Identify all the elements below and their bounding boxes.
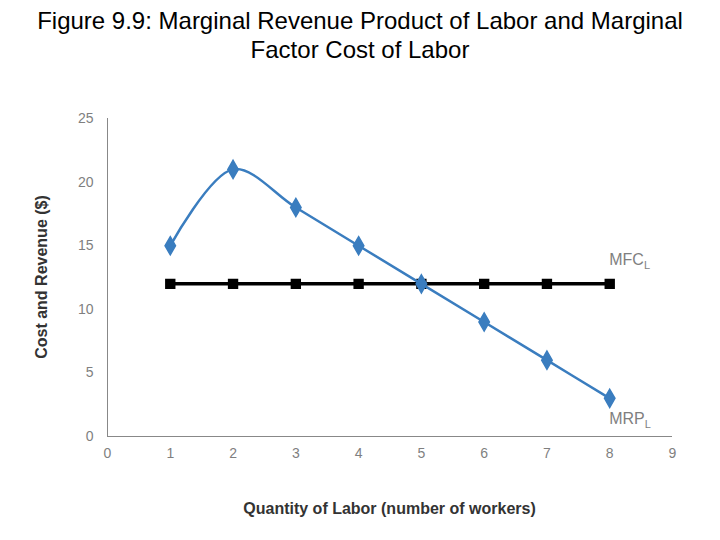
svg-text:5: 5 <box>86 364 94 380</box>
svg-text:Quantity of Labor (number of w: Quantity of Labor (number of workers) <box>243 500 535 517</box>
svg-text:MRPL: MRPL <box>609 410 651 430</box>
html-text:Figure 9.9: Marginal Revenue P: Figure 9.9: Marginal Revenue Product of … <box>37 7 683 63</box>
svg-text:Cost and Revenue ($): Cost and Revenue ($) <box>33 195 50 359</box>
svg-text:15: 15 <box>78 237 94 253</box>
svg-text:25: 25 <box>78 110 94 126</box>
svg-text:10: 10 <box>78 301 94 317</box>
svg-text:0: 0 <box>86 428 94 444</box>
svg-text:2: 2 <box>229 445 237 461</box>
svg-text:20: 20 <box>78 174 94 190</box>
svg-text:8: 8 <box>606 445 614 461</box>
svg-text:4: 4 <box>355 445 363 461</box>
svg-text:0: 0 <box>104 445 112 461</box>
svg-text:6: 6 <box>480 445 488 461</box>
svg-text:1: 1 <box>166 445 174 461</box>
svg-text:3: 3 <box>292 445 300 461</box>
svg-text:5: 5 <box>417 445 425 461</box>
svg-text:7: 7 <box>543 445 551 461</box>
svg-text:9: 9 <box>669 445 677 461</box>
svg-text:MFCL: MFCL <box>609 251 650 271</box>
